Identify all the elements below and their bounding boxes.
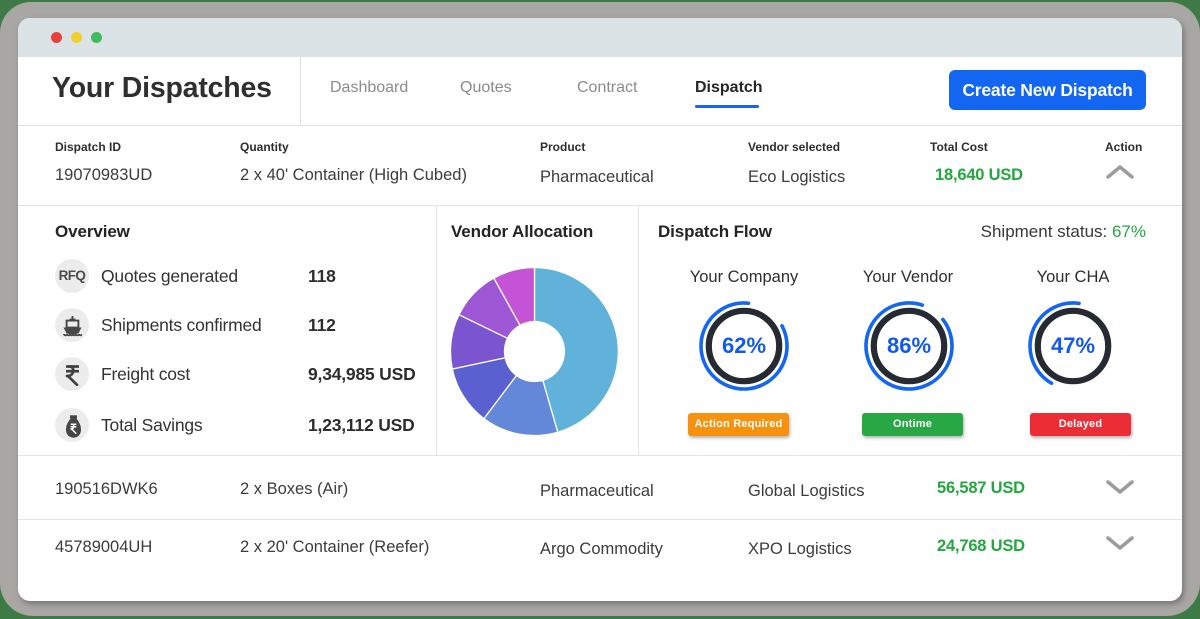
svg-text:47%: 47% <box>1051 333 1095 358</box>
svg-text:62%: 62% <box>722 333 766 358</box>
svg-text:86%: 86% <box>887 333 931 358</box>
